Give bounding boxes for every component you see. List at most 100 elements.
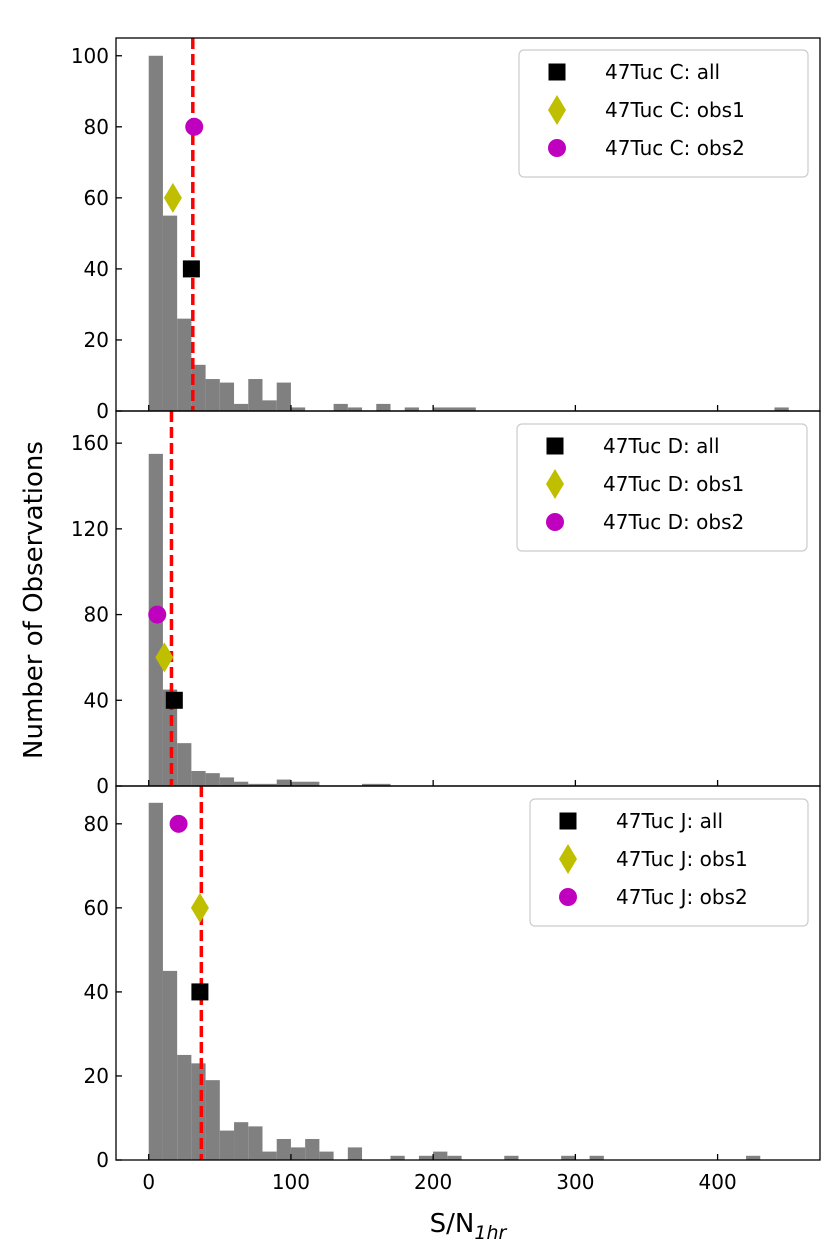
- histogram-bar: [248, 783, 277, 786]
- x-tick-label: 300: [556, 1170, 594, 1194]
- histogram-bar: [305, 1138, 320, 1160]
- legend-box: [518, 49, 809, 178]
- histogram-bar: [248, 379, 263, 411]
- histogram-bar: [362, 783, 391, 786]
- histogram-bar: [589, 1155, 604, 1160]
- histogram-bar: [234, 1122, 249, 1160]
- legend-label-obs1: 47Tuc C: obs1: [605, 98, 745, 122]
- histogram-bar: [433, 407, 476, 411]
- legend-label-all: 47Tuc J: all: [616, 809, 723, 833]
- legend-marker-all: [559, 812, 577, 830]
- histogram-bar: [234, 403, 249, 411]
- marker-obs2: [148, 605, 167, 624]
- histogram-bar: [774, 407, 789, 411]
- y-tick-label: 40: [84, 257, 109, 281]
- y-tick-label: 0: [96, 1148, 109, 1172]
- legend-label-obs1: 47Tuc D: obs1: [603, 472, 744, 496]
- marker-obs2: [185, 117, 204, 136]
- y-tick-label: 40: [84, 980, 109, 1004]
- y-tick-label: 60: [84, 186, 109, 210]
- histogram-bar: [504, 1155, 519, 1160]
- histogram-bar: [404, 407, 419, 411]
- marker-all: [165, 691, 183, 709]
- histogram-bar: [390, 1155, 405, 1160]
- x-tick-label: 200: [414, 1170, 452, 1194]
- y-tick-label: 80: [84, 115, 109, 139]
- x-tick-label: 400: [699, 1170, 737, 1194]
- legend-marker-obs1: [546, 469, 564, 499]
- legend-marker-obs2: [559, 888, 577, 906]
- legend-box: [529, 798, 809, 927]
- histogram-bar: [418, 1155, 434, 1160]
- marker-obs1: [190, 892, 209, 923]
- histogram-bar: [191, 771, 206, 786]
- y-tick-label: 0: [96, 399, 109, 423]
- legend: 47Tuc J: all 47Tuc J: obs1 47Tuc J: obs2: [529, 798, 809, 927]
- legend-marker-all: [548, 63, 566, 81]
- legend-marker-all: [546, 437, 564, 455]
- legend-marker-obs2: [548, 139, 566, 157]
- histogram-bar: [262, 1151, 277, 1160]
- histogram-bar: [262, 400, 277, 411]
- legend-marker-obs2: [546, 513, 564, 531]
- histogram-bar: [319, 1151, 334, 1160]
- histogram-bar: [219, 1130, 235, 1160]
- y-tick-label: 160: [71, 431, 109, 455]
- histogram-bar: [447, 1155, 462, 1160]
- legend-label-obs1: 47Tuc J: obs1: [616, 847, 748, 871]
- histogram-bar: [433, 1151, 448, 1160]
- histogram-bar: [205, 379, 220, 411]
- histogram-bar: [347, 1147, 363, 1160]
- histogram-bar: [234, 781, 249, 786]
- histogram-bar: [276, 779, 291, 786]
- histogram-bar: [177, 743, 192, 786]
- histogram-bar: [191, 1063, 206, 1160]
- y-tick-label: 20: [84, 1064, 109, 1088]
- legend-box: [516, 423, 808, 552]
- y-tick-label: 100: [71, 44, 109, 68]
- y-tick-label: 80: [84, 603, 109, 627]
- x-axis-title-main: S/N: [430, 1209, 475, 1239]
- marker-obs2: [169, 814, 188, 833]
- legend-label-all: 47Tuc C: all: [605, 60, 720, 84]
- marker-obs1: [163, 182, 182, 213]
- histogram-bar: [376, 403, 391, 411]
- histogram-bar: [248, 1126, 263, 1160]
- histogram-bar: [162, 215, 178, 411]
- plot-frame: [115, 785, 821, 1161]
- histogram-bar: [162, 970, 178, 1160]
- legend: 47Tuc D: all 47Tuc D: obs1 47Tuc D: obs2: [516, 423, 808, 552]
- histogram-bar: [290, 407, 306, 411]
- y-tick-label: 80: [84, 812, 109, 836]
- x-tick-label: 100: [272, 1170, 310, 1194]
- histogram-bar: [177, 1054, 192, 1160]
- histogram-bar: [746, 1155, 761, 1160]
- legend-marker-obs1: [559, 844, 577, 874]
- histogram-bar: [177, 318, 192, 411]
- marker-obs1: [155, 642, 174, 673]
- histogram-bar: [205, 1080, 220, 1160]
- x-axis-title: S/N1hr: [430, 1209, 508, 1244]
- marker-all: [182, 260, 200, 278]
- legend-label-obs2: 47Tuc J: obs2: [616, 885, 748, 909]
- y-tick-label: 40: [84, 688, 109, 712]
- histogram-bar: [347, 407, 363, 411]
- legend-label-obs2: 47Tuc C: obs2: [605, 136, 745, 160]
- y-tick-label: 0: [96, 774, 109, 798]
- legend-label-all: 47Tuc D: all: [603, 434, 720, 458]
- histogram-bar: [290, 1147, 306, 1160]
- histogram-bar: [276, 1138, 291, 1160]
- legend: 47Tuc C: all 47Tuc C: obs1 47Tuc C: obs2: [518, 49, 809, 178]
- histogram-bar: [205, 773, 220, 786]
- histogram-bar: [148, 802, 163, 1160]
- x-axis-title-subscript: 1hr: [474, 1222, 507, 1244]
- y-tick-label: 60: [84, 896, 109, 920]
- histogram-bar: [191, 364, 206, 411]
- histogram-bar: [561, 1155, 576, 1160]
- histogram-bar: [276, 382, 291, 411]
- histogram-bar: [333, 403, 348, 411]
- histogram-bar: [219, 382, 235, 411]
